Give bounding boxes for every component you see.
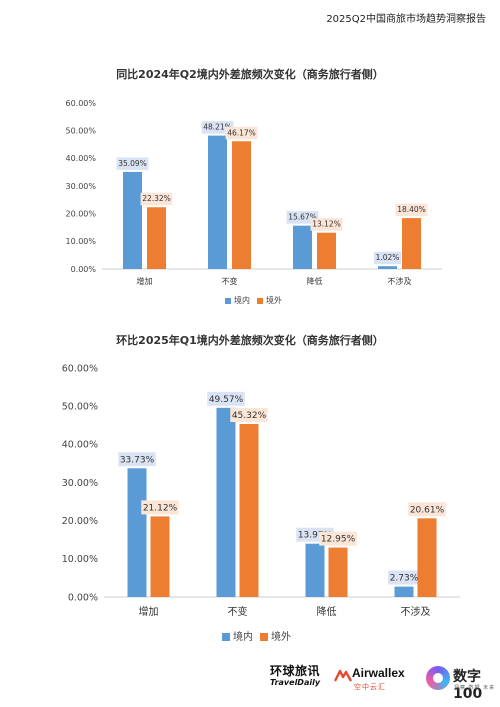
chart-yoy-svg: 0.00% 10.00% 20.00% 30.00% 40.00% 50.00% 60.00… bbox=[65, 99, 442, 305]
y-tick-label: 0.00% bbox=[68, 592, 98, 603]
bar-domestic bbox=[216, 407, 236, 597]
data-label-bg bbox=[286, 211, 319, 224]
data-label: 15.67% bbox=[288, 213, 317, 222]
chart-qoq: 环比2025年Q1境内外差旅频次变化（商务旅行者侧） 0.00% 10.00% 20… bbox=[0, 322, 500, 650]
data-label-bg bbox=[225, 126, 258, 140]
data-label-bg bbox=[118, 452, 156, 467]
x-category-label: 增加 bbox=[137, 276, 153, 286]
legend-label: 境内 bbox=[233, 630, 253, 643]
x-category-label: 不变 bbox=[222, 276, 238, 286]
y-tick-label: 20.00% bbox=[65, 209, 96, 218]
data-label: 13.12% bbox=[312, 220, 341, 229]
data-label: 21.12% bbox=[143, 503, 178, 513]
bar-overseas bbox=[417, 518, 437, 597]
data-label: 35.09% bbox=[118, 159, 147, 168]
y-tick-label: 60.00% bbox=[62, 363, 98, 374]
data-label: 13.97% bbox=[298, 531, 333, 541]
bar-overseas bbox=[232, 141, 251, 269]
legend-swatch-overseas bbox=[260, 633, 268, 641]
shuzi100-logo-text: 数字100 bbox=[453, 669, 483, 702]
airwallex-logo-en: Airwallex bbox=[352, 666, 405, 680]
legend-swatch-overseas bbox=[257, 298, 263, 304]
bar-overseas bbox=[147, 207, 166, 269]
x-category-label: 降低 bbox=[307, 276, 323, 286]
x-category-label: 增加 bbox=[139, 605, 159, 618]
shuzi100-mark-center bbox=[433, 673, 443, 683]
y-tick-label: 30.00% bbox=[62, 478, 98, 489]
data-label: 45.32% bbox=[232, 411, 267, 421]
data-label-bg bbox=[310, 218, 343, 231]
bar-overseas bbox=[239, 424, 259, 597]
airwallex-mark-icon bbox=[334, 669, 352, 682]
bar-domestic bbox=[378, 266, 397, 269]
legend-label: 境外 bbox=[271, 630, 291, 643]
chart-title: 环比2025年Q1境内外差旅频次变化（商务旅行者侧） bbox=[116, 334, 384, 347]
bar-overseas bbox=[328, 547, 348, 597]
traveldaily-logo-cn: 环球旅讯 bbox=[270, 664, 321, 678]
data-label-bg bbox=[141, 500, 179, 515]
data-label-bg bbox=[201, 121, 234, 134]
y-tick-label: 10.00% bbox=[62, 554, 98, 565]
data-label: 22.32% bbox=[142, 194, 171, 203]
x-category-label: 不涉及 bbox=[388, 276, 412, 286]
y-tick-label: 40.00% bbox=[65, 154, 96, 163]
data-label-bg bbox=[207, 391, 245, 406]
chart-yoy: 同比2024年Q2境内外差旅频次变化（商务旅行者侧） 0.00% 10.00% 20… bbox=[0, 58, 500, 313]
data-label-bg bbox=[395, 203, 428, 217]
data-label-bg bbox=[140, 192, 173, 206]
bar-domestic bbox=[127, 468, 147, 597]
data-label: 2.73% bbox=[390, 574, 419, 584]
bar-domestic bbox=[293, 225, 312, 269]
chart-title: 同比2024年Q2境内外差旅频次变化（商务旅行者侧） bbox=[116, 68, 384, 81]
data-label: 12.95% bbox=[321, 535, 356, 545]
y-tick-label: 20.00% bbox=[62, 516, 98, 527]
legend-label: 境内 bbox=[234, 295, 250, 305]
x-category-label: 不变 bbox=[228, 605, 248, 618]
data-label-bg bbox=[388, 570, 420, 585]
x-category-label: 不涉及 bbox=[401, 605, 431, 618]
data-label-bg bbox=[373, 251, 402, 265]
bar-domestic bbox=[123, 171, 142, 269]
legend-swatch-domestic bbox=[222, 633, 230, 641]
data-label: 18.40% bbox=[397, 205, 426, 214]
y-tick-label: 10.00% bbox=[65, 237, 96, 246]
data-label: 48.21% bbox=[203, 123, 232, 132]
airwallex-logo-cn: 空中云汇 bbox=[354, 683, 386, 691]
x-category-label: 降低 bbox=[317, 605, 337, 618]
legend-label: 境外 bbox=[266, 295, 282, 305]
data-label: 49.57% bbox=[209, 395, 244, 405]
bar-domestic bbox=[208, 135, 227, 269]
shuzi100-logo: 数字100 洞察 数据 未来 bbox=[426, 664, 498, 702]
y-tick-label: 0.00% bbox=[71, 265, 97, 274]
bar-domestic bbox=[394, 586, 414, 597]
data-label-bg bbox=[408, 502, 446, 517]
data-label-bg bbox=[116, 157, 149, 170]
traveldaily-logo: 环球旅讯 TravelDaily bbox=[270, 664, 332, 694]
footer-logos: 环球旅讯 TravelDaily Airwallex 空中云汇 数字100 洞察… bbox=[0, 662, 500, 702]
airwallex-logo: Airwallex 空中云汇 bbox=[334, 666, 416, 694]
data-label-bg bbox=[230, 408, 268, 423]
y-tick-label: 30.00% bbox=[65, 182, 96, 191]
bar-overseas bbox=[150, 516, 170, 597]
legend-swatch-domestic bbox=[225, 298, 231, 304]
bar-domestic bbox=[305, 543, 325, 597]
data-label: 20.61% bbox=[410, 505, 445, 515]
bar-overseas bbox=[402, 218, 421, 269]
bar-overseas bbox=[317, 232, 336, 269]
report-title: 2025Q2中国商旅市场趋势洞察报告 bbox=[326, 14, 486, 25]
y-tick-label: 50.00% bbox=[65, 126, 96, 135]
chart-qoq-svg: 0.00% 10.00% 20.00% 30.00% 40.00% 50.00% 60.00… bbox=[62, 363, 460, 643]
data-label-bg bbox=[319, 531, 357, 546]
y-tick-label: 50.00% bbox=[62, 401, 98, 412]
y-tick-label: 60.00% bbox=[65, 99, 96, 108]
data-label: 46.17% bbox=[227, 128, 256, 137]
data-label: 1.02% bbox=[376, 253, 400, 262]
y-tick-label: 40.00% bbox=[62, 440, 98, 451]
traveldaily-logo-en: TravelDaily bbox=[270, 678, 321, 687]
shuzi100-logo-sub: 洞察 数据 未来 bbox=[454, 685, 496, 691]
data-label: 33.73% bbox=[120, 455, 155, 465]
